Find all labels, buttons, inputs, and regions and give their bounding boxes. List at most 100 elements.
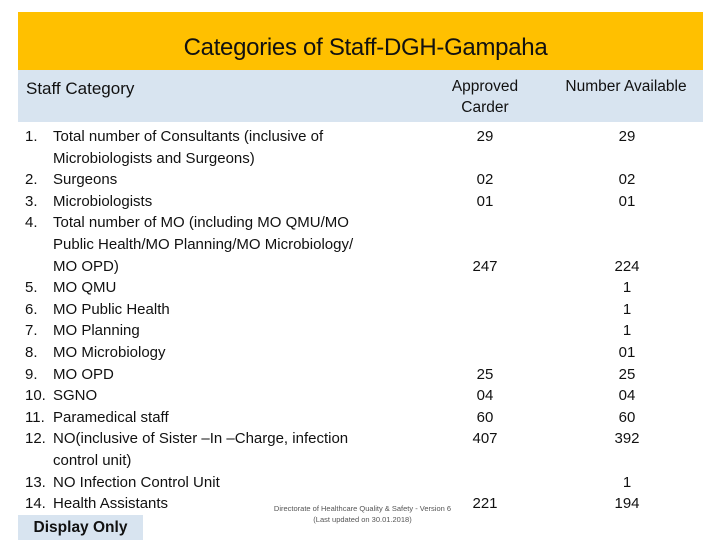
table-row: 9. MO OPD 25 25 (0, 364, 720, 386)
staff-category-cell: 6. MO Public Health (25, 299, 170, 321)
staff-category-cell: 5. MO QMU (25, 277, 116, 299)
table-row: 1. Total number of Consultants (inclusive… (0, 126, 720, 148)
row-label: SGNO (53, 387, 98, 405)
approved-carder-cell: 221 (472, 495, 498, 513)
number-available-cell: 194 (614, 495, 640, 513)
approved-carder-cell: 247 (472, 257, 498, 275)
title-banner: Categories of Staff-DGH-Gampaha (18, 12, 703, 70)
row-label: Paramedical staff (53, 408, 169, 426)
row-number: 13. (25, 473, 46, 491)
staff-category-cell: Public Health/MO Planning/MO Microbiolog… (53, 234, 353, 256)
row-number: 9. (25, 365, 38, 383)
footer-line-2: (Last updated on 30.01.2018) (313, 515, 412, 524)
staff-category-cell: Microbiologists and Surgeons) (53, 148, 255, 170)
staff-table-body: 1. Total number of Consultants (inclusive… (0, 126, 720, 515)
table-row: 5. MO QMU 1 (0, 277, 720, 299)
number-available-cell: 60 (618, 408, 636, 426)
row-number: 2. (25, 171, 38, 189)
staff-category-cell: 7. MO Planning (25, 320, 140, 342)
row-number: 3. (25, 192, 38, 210)
header-number-available: Number Available (565, 78, 687, 95)
table-row: 12. NO(inclusive of Sister –In –Charge, i… (0, 428, 720, 450)
approved-carder-cell: 01 (476, 192, 494, 210)
table-row: 4. Total number of MO (including MO QMU/M… (0, 212, 720, 234)
table-row: Public Health/MO Planning/MO Microbiolog… (0, 234, 720, 256)
number-available-cell: 392 (614, 430, 640, 448)
row-number: 10. (25, 387, 46, 405)
row-label: control unit) (53, 451, 132, 469)
table-row: 7. MO Planning 1 (0, 320, 720, 342)
number-available-cell: 1 (622, 473, 632, 491)
staff-category-cell: 4. Total number of MO (including MO QMU/M… (25, 212, 349, 234)
row-label: Microbiologists (53, 192, 153, 210)
row-number: 12. (25, 430, 46, 448)
table-row: 3. Microbiologists 01 01 (0, 191, 720, 213)
number-available-cell: 02 (618, 171, 636, 189)
table-header: Staff Category Approved Carder Number Av… (18, 70, 703, 122)
footer-note: Directorate of Healthcare Quality & Safe… (255, 503, 470, 525)
row-label: Microbiologists and Surgeons) (53, 149, 255, 167)
row-label: MO Public Health (53, 300, 170, 318)
page-title: Categories of Staff-DGH-Gampaha (183, 34, 548, 61)
number-available-cell: 01 (618, 343, 636, 361)
staff-category-cell: 11. Paramedical staff (25, 407, 169, 429)
header-staff-category: Staff Category (26, 79, 135, 98)
row-number: 5. (25, 279, 38, 297)
staff-category-cell: 2. Surgeons (25, 169, 117, 191)
number-available-cell: 1 (622, 322, 632, 340)
row-label: MO Planning (53, 322, 140, 340)
row-number: 1. (25, 128, 38, 145)
approved-carder-cell: 02 (476, 171, 494, 189)
number-available-cell: 1 (622, 300, 632, 318)
row-label: Total number of Consultants (inclusive o… (53, 128, 324, 145)
approved-carder-cell: 29 (476, 128, 494, 145)
approved-carder-cell: 04 (476, 387, 494, 405)
header-approved-carder: Approved Carder (451, 78, 519, 116)
table-row: 11. Paramedical staff 60 60 (0, 407, 720, 429)
table-row: Microbiologists and Surgeons) (0, 148, 720, 170)
staff-category-cell: 3. Microbiologists (25, 191, 152, 213)
row-number: 14. (25, 495, 46, 513)
staff-category-cell: MO OPD) (53, 256, 119, 278)
row-label: Health Assistants (53, 495, 169, 513)
footer-line-1: Directorate of Healthcare Quality & Safe… (273, 504, 452, 513)
approved-carder-cell: 25 (476, 365, 494, 383)
staff-category-cell: 1. Total number of Consultants (inclusive… (25, 126, 323, 148)
row-number: 8. (25, 343, 38, 361)
number-available-cell: 1 (622, 279, 632, 297)
table-row: 8. MO Microbiology 01 (0, 342, 720, 364)
staff-category-cell: 13. NO Infection Control Unit (25, 472, 220, 494)
table-row: 13. NO Infection Control Unit 1 (0, 472, 720, 494)
staff-category-cell: 8. MO Microbiology (25, 342, 166, 364)
row-number: 11. (25, 408, 45, 426)
staff-category-cell: 14. Health Assistants (25, 493, 168, 515)
row-number: 4. (25, 214, 38, 232)
table-row: 10. SGNO 04 04 (0, 385, 720, 407)
number-available-cell: 25 (618, 365, 636, 383)
table-row: control unit) (0, 450, 720, 472)
row-label: MO OPD) (53, 257, 119, 275)
staff-category-cell: control unit) (53, 450, 131, 472)
number-available-cell: 04 (618, 387, 636, 405)
approved-carder-cell: 407 (472, 430, 498, 448)
number-available-cell: 29 (618, 128, 636, 145)
row-label: NO Infection Control Unit (53, 473, 220, 491)
row-label: MO OPD (53, 365, 114, 383)
table-row: MO OPD) 247 224 (0, 256, 720, 278)
staff-category-cell: 12. NO(inclusive of Sister –In –Charge, i… (25, 428, 348, 450)
row-label: Total number of MO (including MO QMU/MO (53, 214, 349, 232)
row-label: Surgeons (53, 171, 118, 189)
table-row: 14. Health Assistants 221 194 (0, 493, 720, 515)
table-row: 6. MO Public Health 1 (0, 299, 720, 321)
row-label: MO QMU (53, 279, 117, 297)
row-number: 6. (25, 300, 38, 318)
display-only-badge: Display Only (18, 515, 143, 540)
row-label: NO(inclusive of Sister –In –Charge, infe… (53, 430, 349, 448)
approved-carder-cell: 60 (476, 408, 494, 426)
row-label: Public Health/MO Planning/MO Microbiolog… (53, 235, 354, 253)
row-label: MO Microbiology (53, 343, 166, 361)
number-available-cell: 224 (614, 257, 640, 275)
table-row: 2. Surgeons 02 02 (0, 169, 720, 191)
staff-category-cell: 10. SGNO (25, 385, 97, 407)
number-available-cell: 01 (618, 192, 636, 210)
